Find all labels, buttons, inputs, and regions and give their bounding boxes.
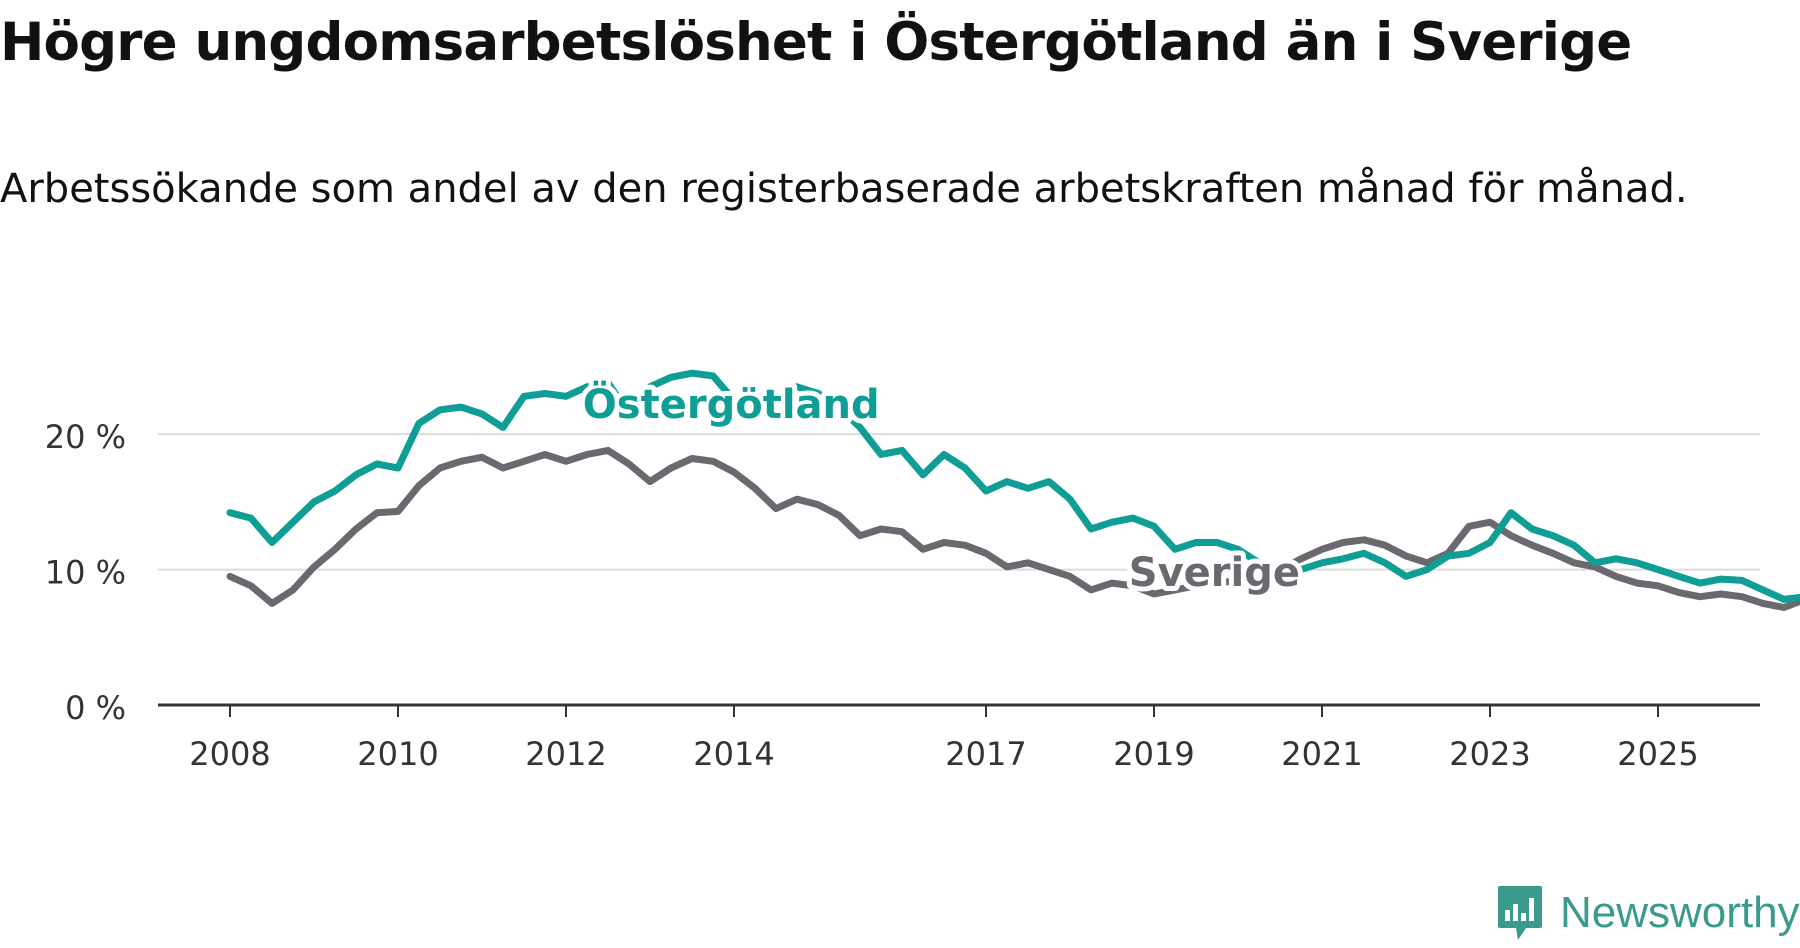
x-tick-label: 2019 bbox=[1113, 735, 1194, 773]
newsworthy-logo: Newsworthy bbox=[1496, 884, 1800, 942]
series-line bbox=[226, 446, 1800, 611]
y-tick-label: 20 % bbox=[45, 418, 126, 456]
chart-subtitle: Arbetssökande som andel av den registerb… bbox=[0, 166, 1688, 212]
brand-name: Newsworthy bbox=[1560, 888, 1800, 937]
series-name-label: Sverige bbox=[1129, 550, 1300, 596]
chart-title: Högre ungdomsarbetslöshet i Östergötland… bbox=[0, 12, 1632, 73]
y-tick-label: 0 % bbox=[65, 689, 126, 727]
series-name-label: Östergötland bbox=[583, 380, 880, 428]
series-layer bbox=[226, 369, 1800, 611]
label-layer: ÖstergötlandSverige7,7 %6,9 % bbox=[578, 375, 1305, 601]
x-tick-label: 2017 bbox=[945, 735, 1026, 773]
x-tick-label: 2021 bbox=[1281, 735, 1362, 773]
x-tick-label: 2014 bbox=[693, 735, 774, 773]
series-line bbox=[226, 369, 1800, 603]
newsworthy-logo-icon bbox=[1498, 886, 1542, 940]
x-tick-label: 2025 bbox=[1617, 735, 1698, 773]
x-tick-label: 2023 bbox=[1449, 735, 1530, 773]
x-tick-label: 2010 bbox=[357, 735, 438, 773]
x-tick-label: 2008 bbox=[189, 735, 270, 773]
x-tick-label: 2012 bbox=[525, 735, 606, 773]
grid-layer: 0 % 10 % 20 % 2008 2010 2012 2014 2017 2019 2021 2… bbox=[45, 418, 1760, 773]
y-tick-label: 10 % bbox=[45, 554, 126, 592]
